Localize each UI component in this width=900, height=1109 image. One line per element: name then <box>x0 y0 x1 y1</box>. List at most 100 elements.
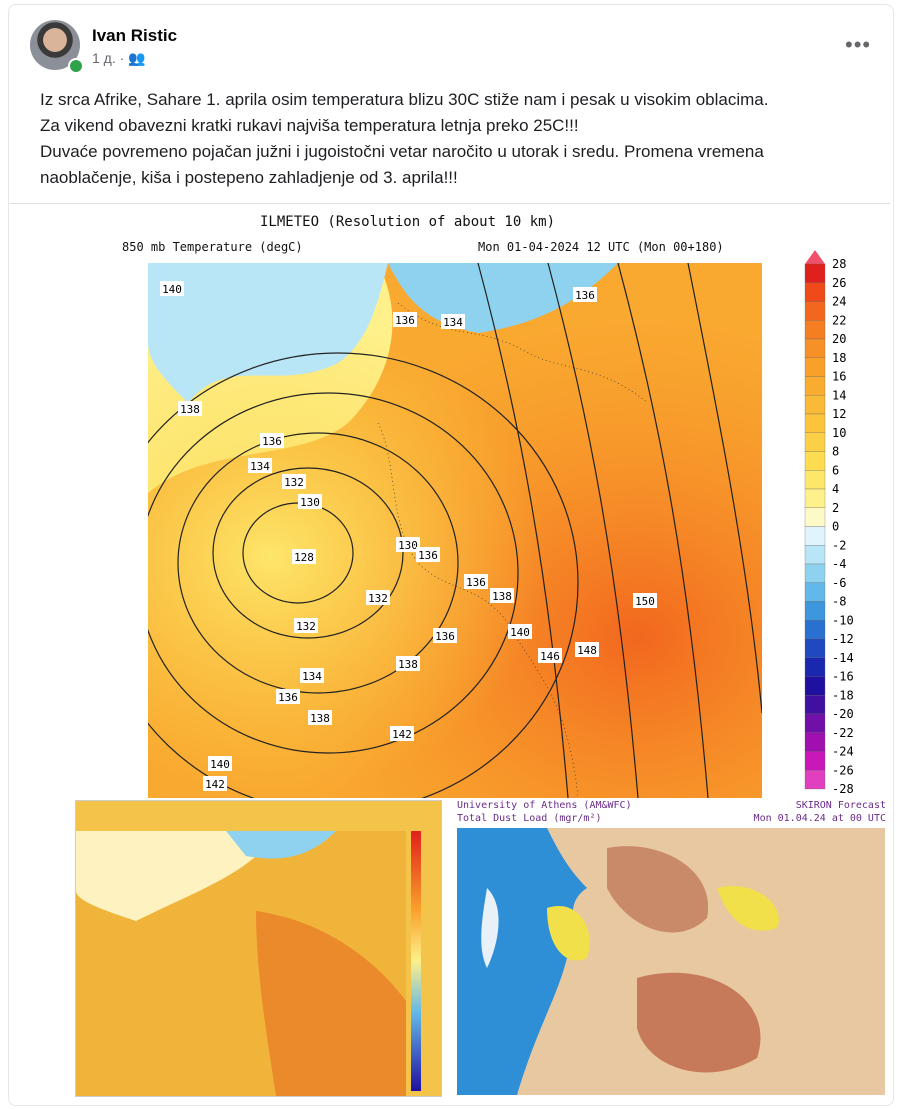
colorbar-box <box>804 488 826 508</box>
map-title: ILMETEO (Resolution of about 10 km) <box>260 214 556 230</box>
contour-label-bg <box>298 494 322 509</box>
colorbar-label: -22 <box>832 726 854 740</box>
online-dot <box>68 58 84 74</box>
map-field: 850 mb Temperature (degC) <box>122 240 303 254</box>
contour-label: 136 <box>278 691 298 704</box>
contour-label: 140 <box>510 626 530 639</box>
contour-label: 136 <box>435 630 455 643</box>
contour-label-bg <box>575 642 599 657</box>
contour-label: 138 <box>310 712 330 725</box>
colorbar-box <box>804 357 826 377</box>
colorbar-label: -6 <box>832 576 846 590</box>
contour-label: 134 <box>250 460 270 473</box>
colorbar-box <box>804 770 826 790</box>
dust-map-image[interactable]: University of Athens (AM&WFC) Total Dust… <box>455 800 890 1095</box>
contour-label-bg <box>282 474 306 489</box>
post-card <box>8 4 894 1106</box>
map-valid: Mon 01-04-2024 12 UTC (Mon 00+180) <box>478 240 724 254</box>
colorbar-box <box>804 695 826 715</box>
colorbar-box <box>804 582 826 602</box>
colorbar-label: -10 <box>832 613 854 627</box>
colorbar-box <box>804 545 826 565</box>
contour-label-bg <box>393 312 417 327</box>
contour-label-bg <box>260 433 284 448</box>
contour-label: 136 <box>395 314 415 327</box>
contour-label: 136 <box>418 549 438 562</box>
contour-label: 150 <box>635 595 655 608</box>
post-line: Za vikend obavezni kratki rukavi najviša… <box>40 116 579 135</box>
contour-label: 136 <box>466 576 486 589</box>
colorbar-label: -18 <box>832 688 854 702</box>
colorbar-box <box>804 676 826 696</box>
dust-source: University of Athens (AM&WFC) <box>457 800 632 811</box>
contour-label-bg <box>294 618 318 633</box>
contour-label-bg <box>178 401 202 416</box>
contour-label: 132 <box>296 620 316 633</box>
colorbar-label: 4 <box>832 482 839 496</box>
colorbar-box <box>804 657 826 677</box>
contour-label-bg <box>308 710 332 725</box>
contour-label-bg <box>633 593 657 608</box>
colorbar-label: 2 <box>832 501 839 515</box>
warm-area <box>256 911 406 1096</box>
colorbar-box <box>804 507 826 527</box>
colorbar-label: -2 <box>832 538 846 552</box>
colorbar-box <box>804 526 826 546</box>
main-image[interactable]: ILMETEO (Resolution of about 10 km) 850 … <box>10 203 890 798</box>
contour-label-bg <box>276 689 300 704</box>
author-name[interactable]: Ivan Ristic <box>92 26 178 45</box>
cold-area <box>148 263 388 403</box>
contour-label: 142 <box>205 778 225 791</box>
more-button[interactable]: ••• <box>845 32 872 57</box>
contour-label: 134 <box>302 670 322 683</box>
small-map-image[interactable] <box>75 800 442 1097</box>
coastlines <box>377 302 649 798</box>
contour-label: 142 <box>392 728 412 741</box>
colorbar-label: -4 <box>832 557 846 571</box>
contour-label: 130 <box>398 539 418 552</box>
contour-label: 138 <box>180 403 200 416</box>
colorbar-box <box>804 451 826 471</box>
colorbar-label: 18 <box>832 351 846 365</box>
cold-area <box>226 831 336 859</box>
colorbar <box>411 831 421 1091</box>
contour-label: 148 <box>577 644 597 657</box>
colorbar-label: -24 <box>832 745 854 759</box>
contour-label-bg <box>396 537 420 552</box>
colorbar-label: 6 <box>832 463 839 477</box>
contour-label: 140 <box>210 758 230 771</box>
colorbar-label: 24 <box>832 295 846 309</box>
time[interactable]: 1 д. <box>92 50 116 66</box>
cool-area <box>76 831 276 921</box>
island <box>481 888 499 968</box>
colorbar-arrow <box>805 250 825 264</box>
colorbar-box <box>804 282 826 302</box>
dust-plume <box>607 846 709 933</box>
colorbar-box <box>804 601 826 621</box>
colorbar-label: 10 <box>832 426 846 440</box>
colorbar-label: -26 <box>832 763 854 777</box>
post-time[interactable]: 1 д. · 👥 <box>92 50 146 66</box>
contour-label: 132 <box>368 592 388 605</box>
contour-label: 140 <box>162 283 182 296</box>
low-dust <box>547 906 590 961</box>
colorbar-label: -8 <box>832 595 846 609</box>
contour-label: 130 <box>300 496 320 509</box>
post-line: Iz srca Afrike, Sahare 1. aprila osim te… <box>40 90 769 109</box>
contour-label-bg <box>490 588 514 603</box>
contour-label-bg <box>366 590 390 605</box>
contour-label: 132 <box>284 476 304 489</box>
contour-label-bg <box>208 756 232 771</box>
colorbar-box <box>804 376 826 396</box>
dust-plume <box>637 972 761 1073</box>
colorbar-box <box>804 638 826 658</box>
contour-label-bg <box>538 648 562 663</box>
contour-label-bg <box>573 287 597 302</box>
contour-label: 138 <box>492 590 512 603</box>
contour-label-bg <box>203 776 227 791</box>
small-map <box>76 831 421 1096</box>
contour-label: 146 <box>540 650 560 663</box>
contour-label-bg <box>433 628 457 643</box>
colorbar-label: -14 <box>832 651 854 665</box>
